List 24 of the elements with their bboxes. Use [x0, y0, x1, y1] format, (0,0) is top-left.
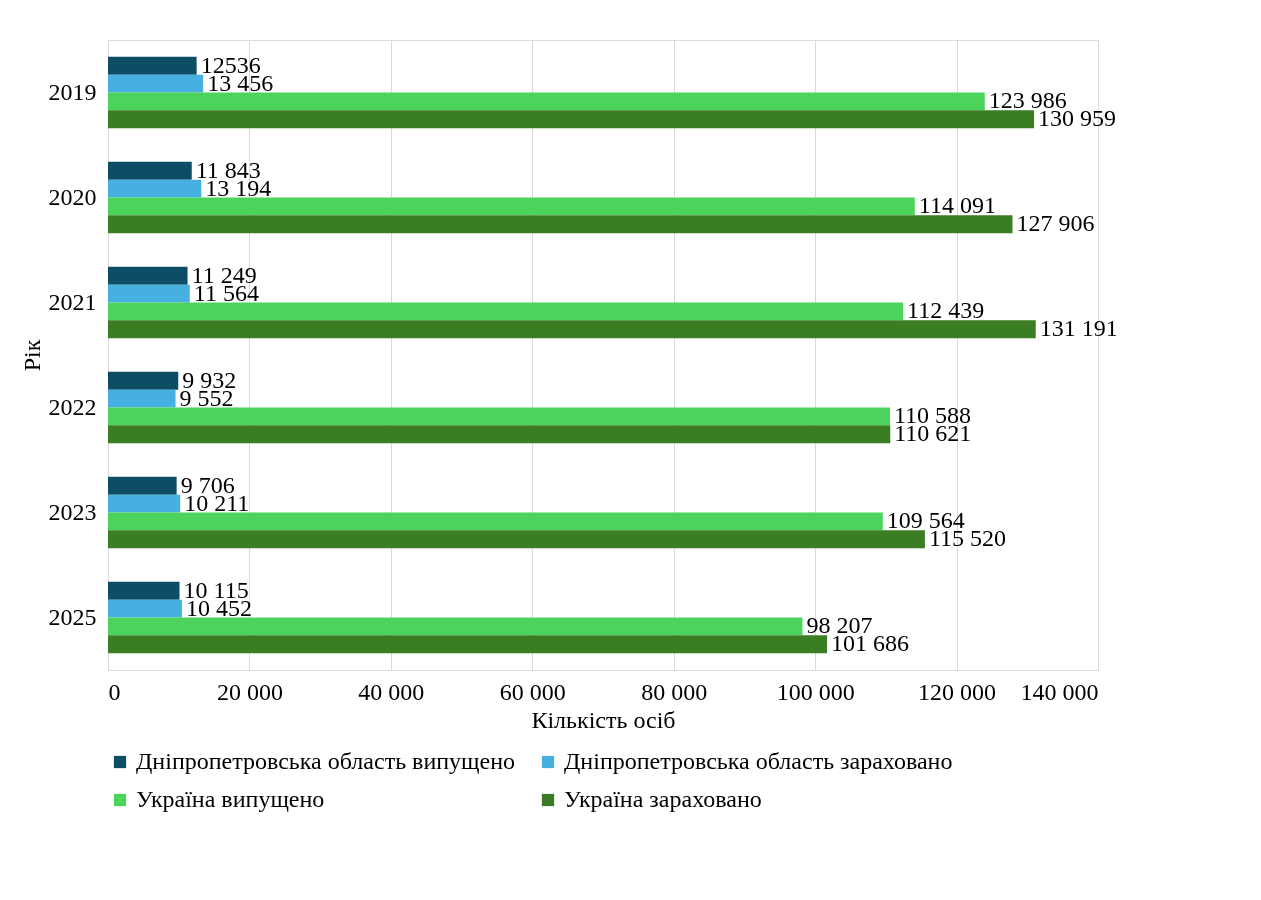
x-tick-label: 60 000: [499, 678, 566, 705]
x-tick-label: 120 000: [918, 678, 997, 705]
y-tick-label: 2019: [48, 78, 97, 105]
y-axis-title: Рік: [18, 339, 45, 372]
data-label: 112 439: [907, 297, 985, 324]
y-tick-label: 2023: [48, 498, 97, 525]
legend-label: Дніпропетровська область зараховано: [564, 748, 953, 774]
x-tick-label: 80 000: [641, 678, 708, 705]
y-tick-label: 2025: [48, 603, 97, 630]
legend-label: Україна зараховано: [564, 786, 762, 812]
x-tick-label: 40 000: [358, 678, 425, 705]
legend-label: Україна випущено: [136, 786, 325, 812]
y-tick-label: 2021: [48, 288, 97, 315]
legend-label: Дніпропетровська область випущено: [136, 748, 516, 774]
x-tick-label: 100 000: [776, 678, 855, 705]
data-label: 127 906: [1016, 210, 1095, 237]
y-tick-label: 2020: [48, 183, 97, 210]
x-tick-label: 0: [108, 678, 121, 705]
data-label: 131 191: [1039, 315, 1118, 342]
x-tick-label: 20 000: [216, 678, 283, 705]
x-axis-title: Кількість осіб: [531, 706, 676, 733]
x-tick-label: 140 000: [1020, 678, 1099, 705]
y-tick-label: 2022: [48, 393, 97, 420]
data-label: 114 091: [918, 192, 996, 219]
